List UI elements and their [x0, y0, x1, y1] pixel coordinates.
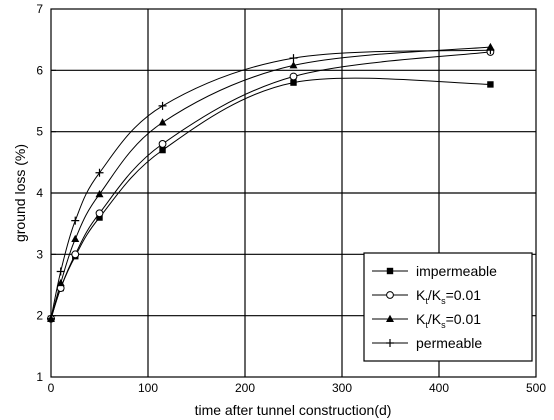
data-point-series-4 — [56, 267, 65, 276]
data-point-series-1 — [96, 214, 103, 221]
y-tick-label: 1 — [36, 370, 43, 384]
x-tick-label: 500 — [526, 381, 546, 395]
y-tick-label: 4 — [36, 186, 43, 200]
x-axis-title: time after tunnel construction(d) — [195, 402, 392, 418]
data-point-series-3 — [289, 61, 298, 69]
y-tick-label: 3 — [36, 247, 43, 261]
legend-label-2: Kt/Ks=0.01 — [416, 287, 481, 306]
data-point-series-4 — [289, 54, 298, 63]
data-point-series-1 — [159, 146, 166, 154]
legend-label-1: impermeable — [416, 263, 497, 279]
legend-marker-1 — [386, 267, 394, 275]
legend-marker-4 — [386, 339, 394, 347]
data-point-series-4 — [486, 46, 495, 55]
data-point-series-4 — [95, 168, 104, 177]
data-point-series-1 — [290, 79, 297, 86]
data-point-series-2 — [158, 140, 167, 148]
x-tick-label: 300 — [332, 381, 352, 395]
legend-label-4: permeable — [416, 335, 482, 351]
data-point-series-2 — [95, 209, 104, 218]
data-point-series-4 — [158, 101, 167, 110]
series-line-3 — [50, 46, 491, 319]
series-line-4 — [50, 49, 491, 319]
data-point-series-2 — [289, 72, 298, 81]
data-point-series-1 — [487, 81, 494, 88]
x-tick-label: 200 — [235, 381, 255, 395]
y-tick-label: 7 — [36, 2, 43, 16]
x-tick-label: 0 — [48, 381, 55, 395]
legend: impermeable Kt/Ks=0.01 Kt/Ks=0.01 permeable — [363, 252, 533, 362]
x-tick-label: 100 — [138, 381, 158, 395]
x-tick-label: 400 — [429, 381, 449, 395]
data-point-series-2 — [71, 250, 80, 259]
data-point-series-4 — [71, 216, 80, 225]
data-point-series-3 — [158, 118, 167, 126]
data-point-series-3 — [95, 190, 104, 198]
y-tick-label: 5 — [36, 125, 43, 139]
series-markers — [47, 42, 495, 323]
legend-marker-2 — [386, 291, 394, 299]
data-point-series-3 — [71, 234, 80, 242]
axis-ticks: 0 100 200 300 400 500 1 2 3 4 5 6 7 — [36, 2, 546, 395]
legend-marker-3 — [386, 314, 394, 322]
legend-label-3: Kt/Ks=0.01 — [416, 311, 481, 330]
y-tick-label: 2 — [36, 309, 43, 323]
data-point-series-3 — [56, 278, 65, 287]
y-axis-title: ground loss (%) — [12, 144, 28, 242]
y-tick-label: 6 — [36, 63, 43, 77]
